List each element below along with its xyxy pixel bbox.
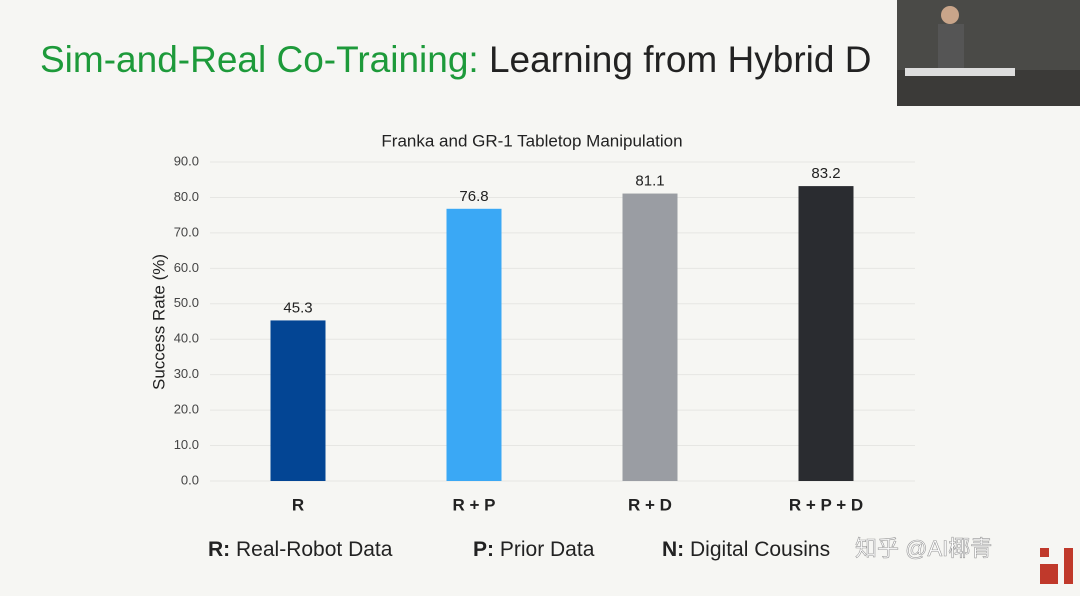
- video-board: [897, 0, 1080, 70]
- legend-key: R:: [208, 538, 230, 561]
- video-desk: [905, 68, 1015, 76]
- x-tick-label: R + P: [453, 495, 496, 514]
- y-tick-label: 60.0: [174, 260, 199, 275]
- y-tick-label: 70.0: [174, 224, 199, 239]
- video-person: [941, 6, 959, 24]
- value-label: 45.3: [283, 299, 312, 316]
- value-label: 76.8: [459, 188, 488, 205]
- legend-item: R: Real-Robot Data: [208, 538, 393, 561]
- x-tick-label: R: [292, 495, 304, 514]
- legend-text: Digital Cousins: [690, 538, 830, 561]
- value-label: 81.1: [635, 173, 664, 190]
- title-highlight: Sim-and-Real Co-Training:: [40, 39, 479, 80]
- bar: [446, 208, 502, 481]
- value-label: 83.2: [811, 165, 840, 182]
- slide-title: Sim-and-Real Co-Training: Learning from …: [40, 39, 871, 80]
- legend-item: P: Prior Data: [473, 538, 595, 561]
- y-tick-label: 30.0: [174, 366, 199, 381]
- y-tick-label: 50.0: [174, 295, 199, 310]
- logo: [1064, 548, 1073, 584]
- y-axis-label: Success Rate (%): [149, 254, 168, 390]
- legend-key: N:: [662, 538, 684, 561]
- legend-item: N: Digital Cousins: [662, 538, 830, 561]
- y-tick-label: 90.0: [174, 153, 199, 168]
- chart-title: Franka and GR-1 Tabletop Manipulation: [381, 131, 682, 150]
- bar: [798, 186, 854, 481]
- bar: [270, 320, 326, 481]
- video-person-body: [938, 24, 964, 68]
- y-tick-label: 80.0: [174, 189, 199, 204]
- y-tick-label: 20.0: [174, 402, 199, 417]
- logo: [1040, 564, 1058, 584]
- x-tick-label: R + D: [628, 495, 672, 514]
- title-rest: Learning from Hybrid D: [489, 39, 871, 80]
- watermark: 知乎 @AI椰青: [855, 536, 992, 561]
- bar: [622, 193, 678, 481]
- legend-key: P:: [473, 538, 494, 561]
- y-tick-label: 0.0: [181, 472, 199, 487]
- y-tick-label: 10.0: [174, 437, 199, 452]
- logo: [1040, 548, 1049, 557]
- legend-text: Real-Robot Data: [236, 538, 393, 561]
- legend-text: Prior Data: [500, 538, 595, 561]
- x-tick-label: R + P + D: [789, 495, 863, 514]
- y-tick-label: 40.0: [174, 331, 199, 346]
